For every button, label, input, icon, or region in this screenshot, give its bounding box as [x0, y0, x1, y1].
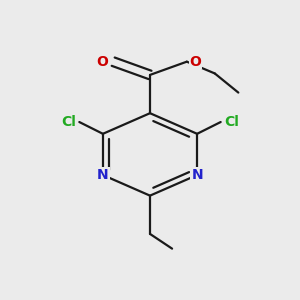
Text: O: O: [97, 55, 109, 69]
Text: Cl: Cl: [61, 115, 76, 129]
Text: O: O: [190, 55, 202, 69]
Text: Cl: Cl: [224, 115, 239, 129]
Text: N: N: [97, 168, 109, 182]
Text: N: N: [191, 168, 203, 182]
